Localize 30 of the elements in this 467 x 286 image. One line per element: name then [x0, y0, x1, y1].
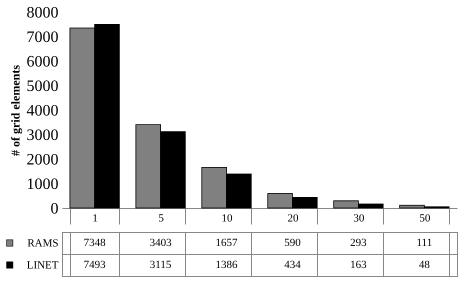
x-tick-label: 1 — [92, 212, 98, 224]
data-label: 48 — [418, 259, 430, 271]
y-axis-title: # of grid elements — [8, 64, 22, 156]
y-tick-label: 0 — [50, 200, 58, 218]
y-tick-label: 2000 — [26, 152, 58, 168]
x-tick-label: 20 — [287, 212, 299, 224]
data-label: 1386 — [216, 259, 238, 271]
data-label: 434 — [284, 259, 302, 271]
legend-label: LINET — [26, 260, 59, 272]
data-label: 3115 — [150, 259, 172, 271]
data-label: 3403 — [150, 237, 172, 249]
data-label: 7493 — [84, 259, 106, 271]
data-label: 163 — [350, 259, 368, 271]
legend-label: RAMS — [27, 238, 58, 250]
y-tick-label: 7000 — [26, 29, 58, 46]
x-tick-label: 30 — [353, 212, 365, 224]
x-tick-label: 5 — [158, 212, 164, 224]
data-label: 7348 — [84, 237, 106, 249]
x-tick-label: 50 — [419, 212, 431, 224]
y-tick-label: 6000 — [26, 54, 58, 70]
x-tick-label: 10 — [222, 212, 234, 224]
data-label: 590 — [284, 237, 302, 249]
data-label: 1657 — [216, 237, 238, 249]
y-tick-label: 5000 — [26, 78, 58, 95]
y-tick-label: 4000 — [26, 102, 58, 120]
data-label: 293 — [350, 237, 368, 249]
y-tick-label: 3000 — [26, 127, 58, 144]
y-tick-label: 1000 — [26, 176, 58, 193]
y-tick-label: 8000 — [26, 4, 58, 22]
data-label: 111 — [416, 237, 432, 249]
